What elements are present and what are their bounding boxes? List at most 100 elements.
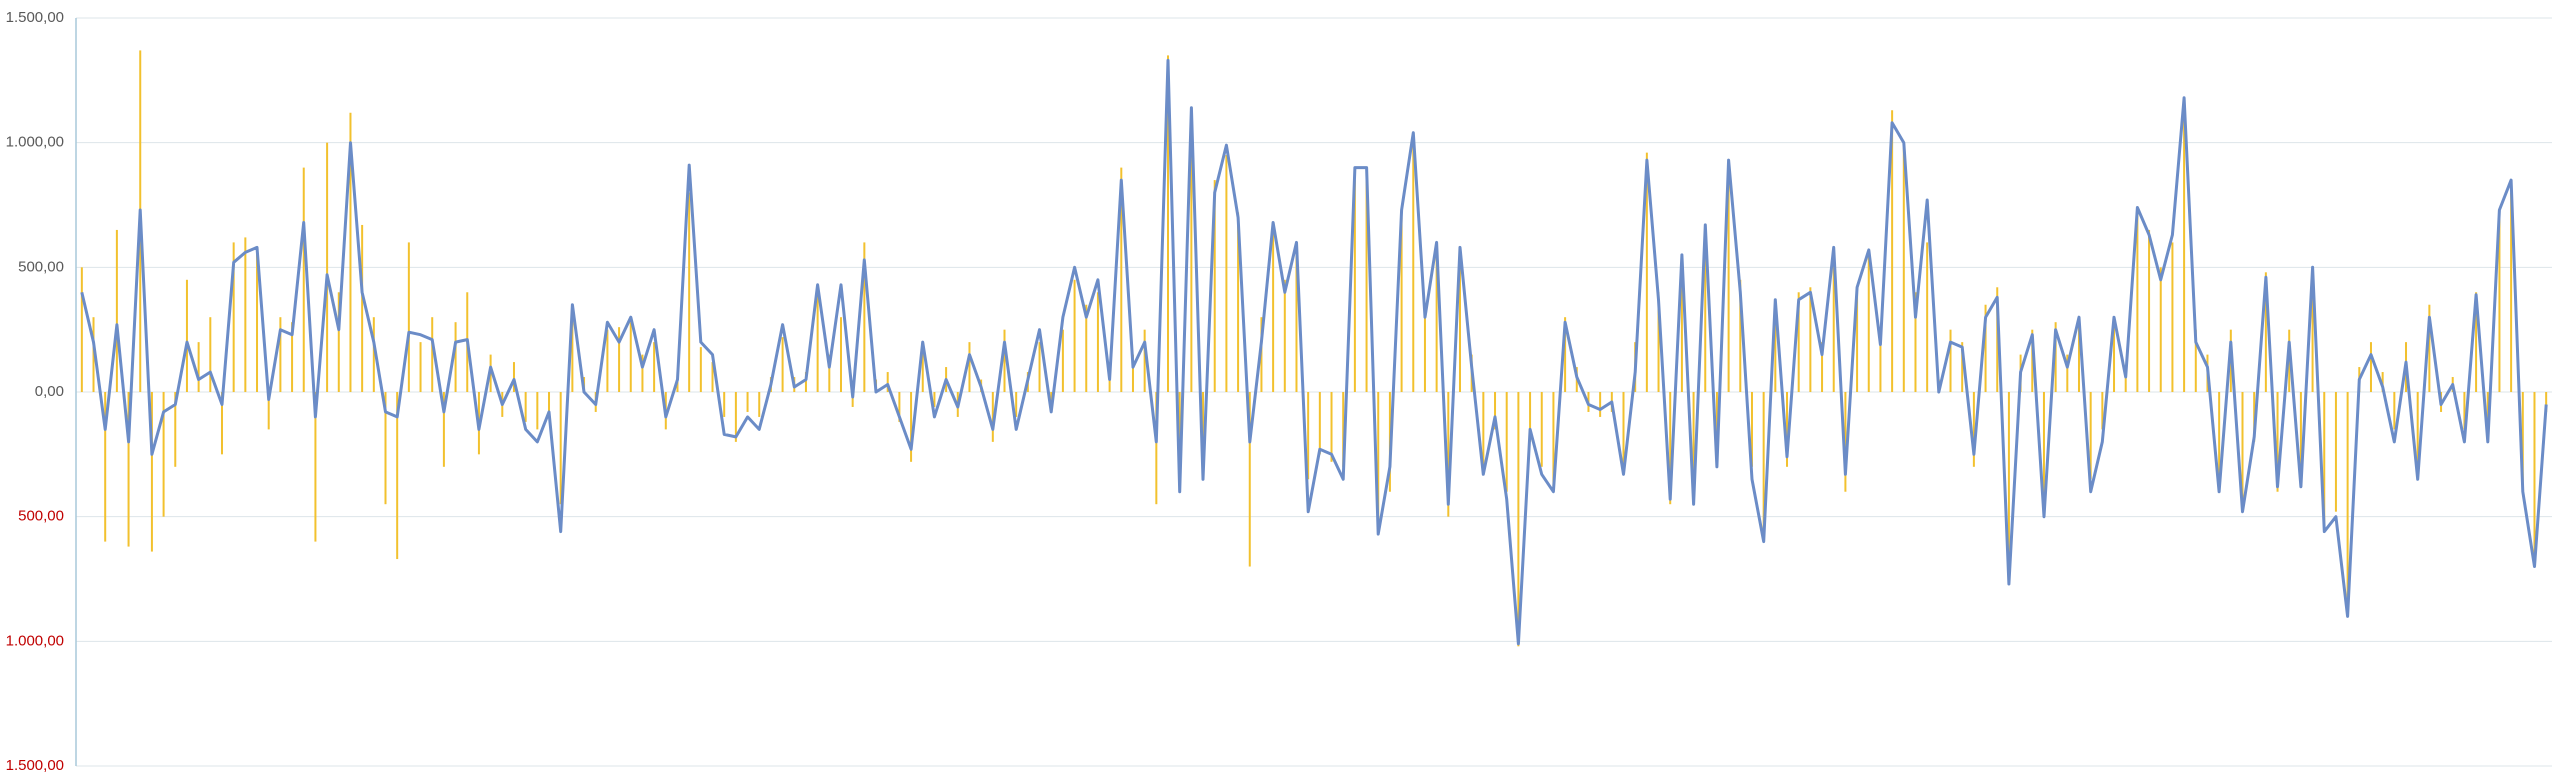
bar (1435, 254, 1438, 392)
bar (1096, 292, 1099, 392)
bar (1213, 180, 1216, 392)
bar (1482, 392, 1485, 467)
bar (1085, 304, 1088, 392)
bar (804, 372, 807, 392)
bar (1786, 392, 1789, 467)
y-tick-label: 1.500,00 (6, 9, 64, 26)
bar (863, 242, 866, 392)
bar (372, 317, 375, 392)
bar (115, 229, 118, 392)
bar (1202, 392, 1205, 467)
bar (104, 392, 107, 542)
bar (2334, 392, 2337, 512)
bar (162, 392, 165, 517)
bar (1330, 392, 1333, 462)
bar (711, 362, 714, 392)
bar (2428, 304, 2431, 392)
bar (1050, 392, 1053, 407)
bar (2381, 372, 2384, 392)
bar (1038, 342, 1041, 392)
bar (758, 392, 761, 417)
bar (337, 292, 340, 392)
bar (419, 342, 422, 392)
bar (80, 267, 83, 392)
bar (1377, 392, 1380, 522)
bar (851, 392, 854, 407)
bar (431, 317, 434, 392)
bar (839, 317, 842, 392)
bar (1412, 142, 1415, 392)
bar (1237, 212, 1240, 392)
bar (2393, 392, 2396, 430)
bar (244, 237, 247, 392)
bar (302, 167, 305, 392)
y-tick-label: 500,00 (18, 258, 64, 275)
bar (92, 317, 95, 392)
bar (2066, 354, 2069, 392)
bar (1832, 254, 1835, 392)
bar (1645, 152, 1648, 392)
bar (898, 392, 901, 422)
bar (1447, 392, 1450, 517)
bar (1190, 117, 1193, 392)
y-tick-label: 0,00 (35, 383, 64, 400)
bar (1762, 392, 1765, 537)
bar (1003, 329, 1006, 392)
bar (2218, 392, 2221, 480)
bar (2077, 322, 2080, 392)
bar (1739, 279, 1742, 392)
bar (1505, 392, 1508, 492)
y-tick-label: 1.000,00 (6, 134, 64, 151)
bar (349, 112, 352, 392)
bar (396, 392, 399, 560)
bar (1400, 217, 1403, 392)
bar (2159, 267, 2162, 392)
bar (2113, 317, 2116, 392)
bar (1353, 180, 1356, 392)
bar (1844, 392, 1847, 492)
bar (2241, 392, 2244, 505)
bar (1996, 287, 1999, 392)
bar (2089, 392, 2092, 480)
bar (407, 242, 410, 392)
bar (1143, 329, 1146, 392)
bar (1961, 342, 1964, 392)
bar (1914, 292, 1917, 392)
bar (1517, 392, 1520, 647)
bar (641, 354, 644, 392)
bar (1307, 392, 1310, 480)
bar (232, 242, 235, 392)
bar (150, 392, 153, 552)
bar (606, 329, 609, 392)
bar (1155, 392, 1158, 505)
bar (442, 392, 445, 467)
bar (267, 392, 270, 430)
bar (2276, 392, 2279, 492)
bar (2124, 367, 2127, 392)
y-tick-label: 1.500,00 (6, 757, 64, 774)
bar (1692, 392, 1695, 492)
bar (1972, 392, 1975, 467)
bar (1821, 342, 1824, 392)
bar (1342, 392, 1345, 467)
bar (746, 392, 749, 412)
bar (1622, 392, 1625, 467)
bar (314, 392, 317, 542)
bar (723, 392, 726, 417)
bar (1680, 267, 1683, 392)
bar (2007, 392, 2010, 567)
bar (688, 192, 691, 392)
bar (828, 354, 831, 392)
bar (1529, 392, 1532, 442)
bar (197, 342, 200, 392)
bar (1856, 292, 1859, 392)
bar (2463, 392, 2466, 430)
bar (454, 322, 457, 392)
bar (618, 327, 621, 392)
bar (886, 372, 889, 392)
bar (2533, 392, 2536, 555)
bar (2369, 342, 2372, 392)
bar (256, 252, 259, 392)
y-tick-label: 500,00 (18, 508, 64, 525)
bar (1657, 292, 1660, 392)
